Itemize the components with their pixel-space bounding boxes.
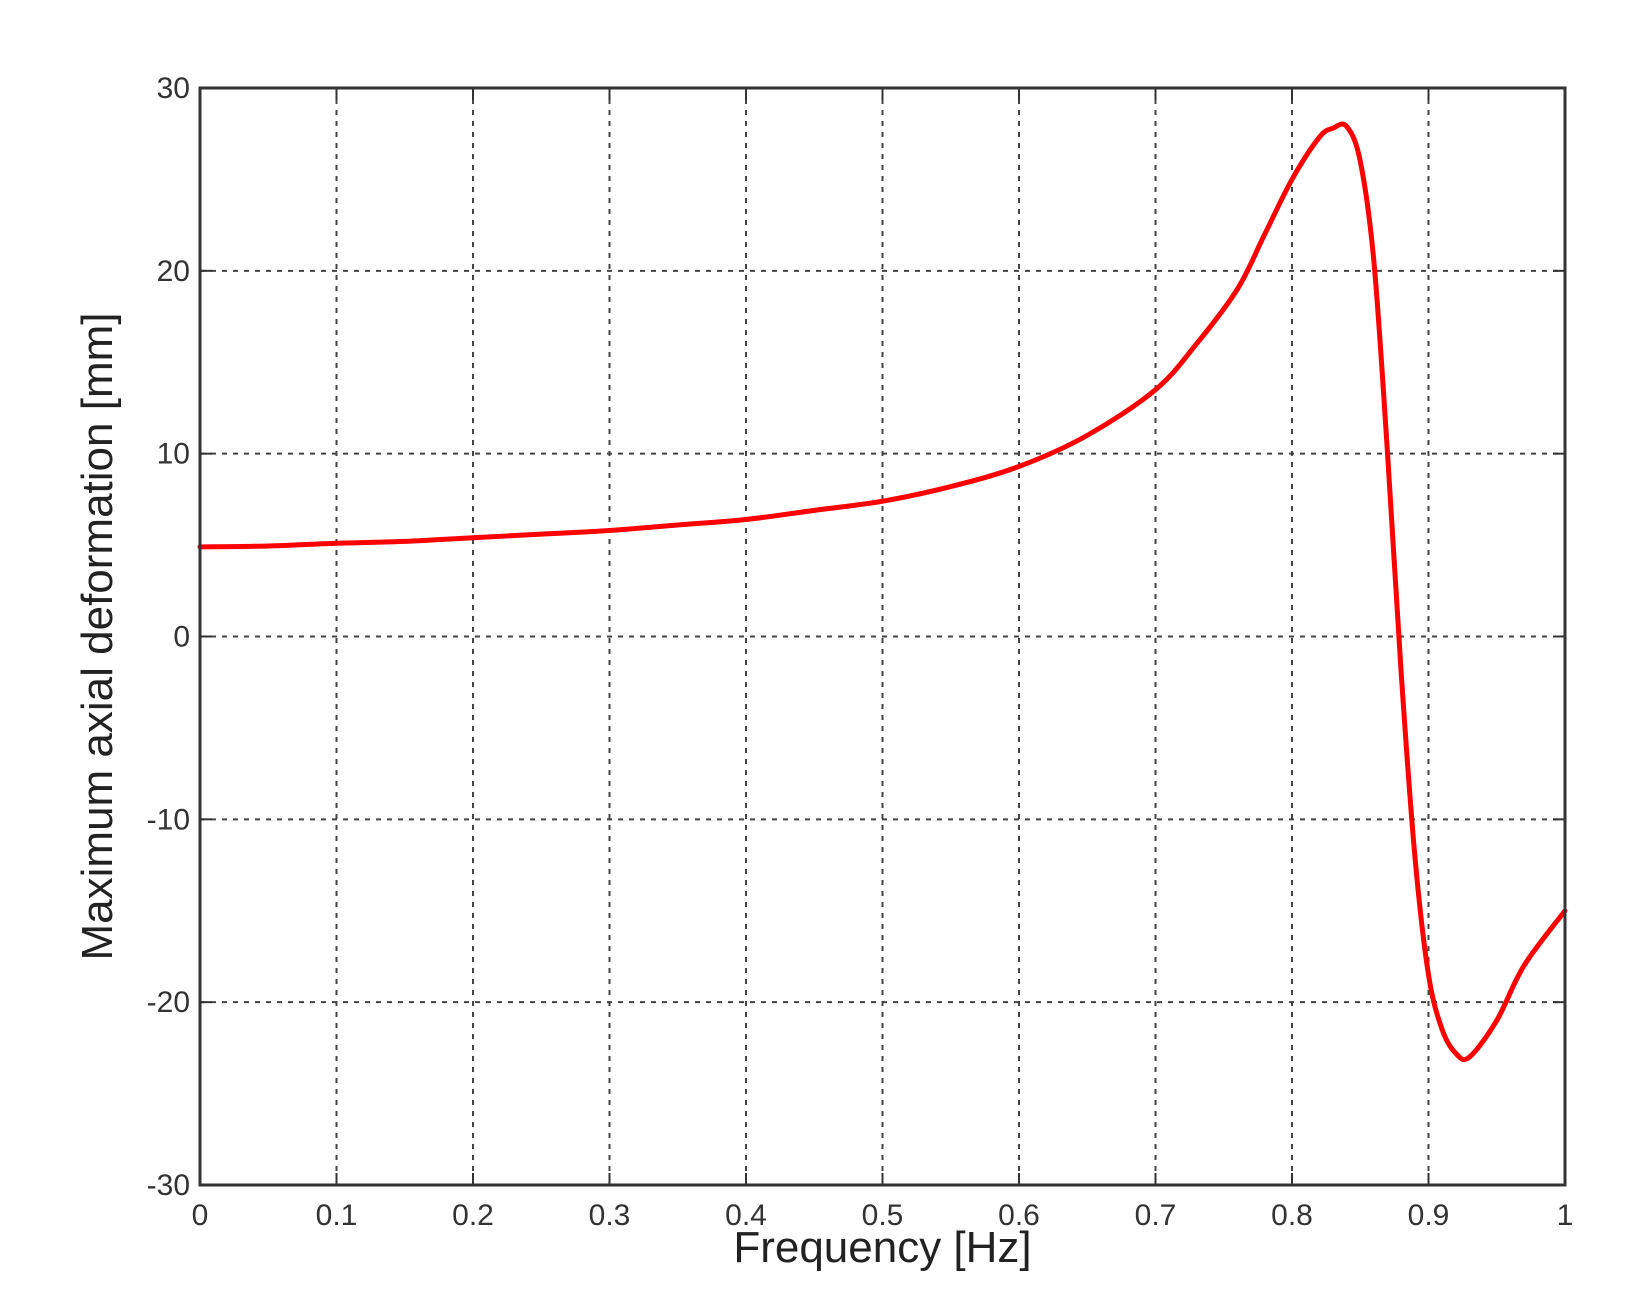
- x-tick-label: 0.5: [862, 1199, 904, 1232]
- y-axis-label: Maximum axial deformation [mm]: [73, 313, 122, 961]
- x-tick-labels: 0 0.1 0.2 0.3 0.4 0.5 0.6 0.7 0.8 0.9 1: [192, 1199, 1574, 1232]
- y-tick-label: 0: [173, 621, 190, 654]
- x-axis-label: Frequency [Hz]: [733, 1223, 1031, 1272]
- x-tick-label: 0.3: [589, 1199, 631, 1232]
- series-group: [197, 121, 1568, 1062]
- y-tick-label: 20: [157, 255, 190, 288]
- x-tick-label: 0.1: [316, 1199, 358, 1232]
- y-tick-labels: -30 -20 -10 0 10 20 30: [147, 72, 190, 1202]
- x-tick-label: 0.8: [1271, 1199, 1313, 1232]
- x-tick-label: 0.7: [1135, 1199, 1177, 1232]
- tick-marks: [199, 87, 1566, 1186]
- y-tick-label: -10: [147, 803, 190, 836]
- x-tick-label: 0.4: [725, 1199, 767, 1232]
- x-tick-label: 0.2: [452, 1199, 494, 1232]
- x-tick-label: 0.6: [998, 1199, 1040, 1232]
- y-tick-label: 30: [157, 72, 190, 105]
- y-tick-label: 10: [157, 438, 190, 471]
- plot-frame: [198, 86, 1567, 1187]
- x-tick-label: 0.9: [1408, 1199, 1450, 1232]
- y-tick-label: -20: [147, 986, 190, 1019]
- y-tick-label: -30: [147, 1169, 190, 1202]
- series-line-0: [197, 121, 1568, 1062]
- x-tick-label: 1: [1557, 1199, 1574, 1232]
- grid-lines: [200, 88, 1565, 1185]
- x-tick-label: 0: [192, 1199, 209, 1232]
